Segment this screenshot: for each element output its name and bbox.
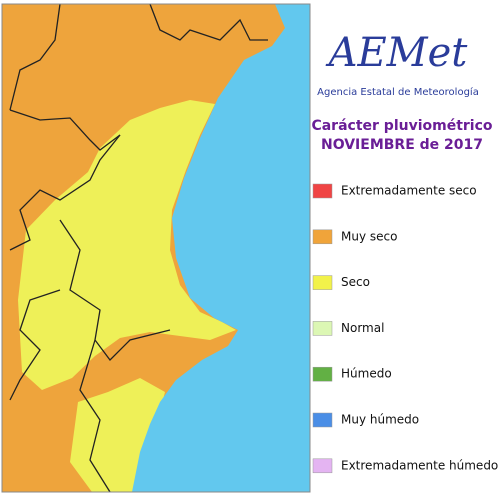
legend-swatch	[312, 183, 333, 199]
legend-swatch	[312, 366, 333, 382]
border-line	[79, 339, 111, 493]
title: Carácter pluviométrico	[311, 118, 492, 134]
border-line	[59, 219, 171, 361]
legend-label: Normal	[341, 321, 384, 335]
legend-label: Extremadamente húmedo	[341, 458, 498, 472]
legend-label: Muy húmedo	[341, 413, 419, 427]
map-frame	[1, 3, 311, 493]
borders	[9, 3, 268, 493]
legend-swatch	[312, 229, 333, 245]
sea	[132, 4, 310, 492]
border-line	[149, 3, 268, 41]
legend-swatch	[312, 275, 333, 290]
map	[1, 3, 311, 493]
legend-swatch	[312, 321, 333, 336]
border-line	[9, 3, 61, 111]
agency-name: Agencia Estatal de Meteorología	[317, 86, 479, 98]
border-line	[9, 289, 61, 401]
border-line	[9, 109, 121, 151]
legend-label: Extremadamente seco	[341, 184, 477, 198]
legend: Extremadamente seco Muy seco Seco Normal Húm…	[312, 183, 498, 474]
legend-label: Seco	[341, 275, 370, 289]
legend-label: Húmedo	[341, 367, 392, 381]
land-yellow	[18, 100, 236, 390]
border-line	[9, 134, 121, 251]
subtitle: NOVIEMBRE de 2017	[321, 137, 483, 153]
legend-swatch	[312, 412, 333, 428]
legend-label: Muy seco	[341, 229, 397, 243]
logo: AEMet	[325, 30, 469, 76]
legend-swatch	[312, 458, 333, 474]
